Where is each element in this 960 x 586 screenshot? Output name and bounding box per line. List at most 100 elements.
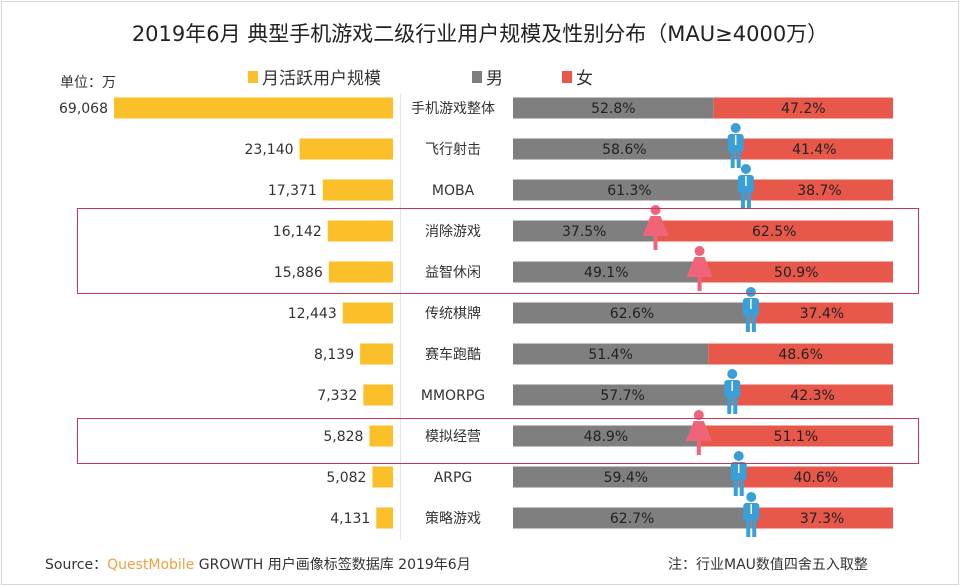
bar-female <box>735 138 893 160</box>
male-icon-head <box>727 369 738 379</box>
mau-label: 69,068 <box>59 101 108 117</box>
source-note: Source：QuestMobile GROWTH 用户画像标签数据库 2019… <box>45 554 471 574</box>
category-label: MMORPG <box>421 388 485 404</box>
legend-swatch-male <box>472 70 482 83</box>
bar-mau <box>322 179 393 201</box>
bar-mau <box>327 220 393 242</box>
male-icon-leg <box>727 398 732 414</box>
source-text: GROWTH 用户画像标签数据库 2019年6月 <box>194 557 471 573</box>
legend-label-male: 男 <box>486 69 503 89</box>
bar-mau <box>342 302 393 324</box>
mau-label: 7,332 <box>317 388 357 404</box>
bar-mau <box>360 343 393 365</box>
bar-male <box>513 466 739 488</box>
male-pct-label: 57.7% <box>600 388 644 404</box>
female-icon-leg <box>697 277 702 291</box>
bar-female <box>713 97 893 119</box>
bar-male <box>513 97 714 119</box>
bar-female <box>751 507 893 529</box>
female-pct-label: 42.3% <box>790 388 834 404</box>
category-label: 消除游戏 <box>425 224 481 240</box>
bar-male <box>513 384 733 406</box>
mau-label: 5,828 <box>323 429 363 445</box>
mau-label: 12,443 <box>288 306 337 322</box>
male-pct-label: 62.7% <box>610 511 654 527</box>
male-pct-label: 61.3% <box>607 183 651 199</box>
legend-swatch-female <box>562 70 572 83</box>
male-icon-head <box>745 287 756 297</box>
male-icon-leg <box>746 521 751 537</box>
unit-label: 单位：万 <box>60 75 116 91</box>
bar-mau <box>376 507 393 529</box>
female-pct-label: 48.6% <box>778 347 822 363</box>
mau-label: 16,142 <box>273 224 322 240</box>
bar-female <box>655 220 893 242</box>
rounding-note: 注：行业MAU数值四舍五入取整 <box>668 557 868 573</box>
male-icon-leg <box>740 193 745 209</box>
highlight-box-1 <box>77 208 919 294</box>
bar-male <box>513 220 656 242</box>
female-icon-leg <box>696 441 701 455</box>
male-pct-label: 62.6% <box>610 306 654 322</box>
female-pct-label: 38.7% <box>797 183 841 199</box>
bar-female <box>745 179 893 201</box>
mau-label: 23,140 <box>245 142 294 158</box>
female-pct-label: 37.3% <box>800 511 844 527</box>
male-pct-label: 52.8% <box>591 101 635 117</box>
male-icon-head <box>740 164 751 174</box>
male-icon-leg <box>739 480 744 496</box>
category-label: 手机游戏整体 <box>411 101 495 117</box>
female-icon-dress <box>685 421 712 441</box>
bar-male <box>513 138 736 160</box>
bar-female <box>708 343 893 365</box>
bar-male <box>513 302 751 324</box>
female-pct-label: 62.5% <box>752 224 796 240</box>
female-icon-dress <box>642 216 669 236</box>
female-pct-label: 50.9% <box>774 265 818 281</box>
female-pct-label: 51.1% <box>774 429 818 445</box>
bar-female <box>750 302 893 324</box>
male-pct-label: 58.6% <box>602 142 646 158</box>
bar-male <box>513 507 752 529</box>
bar-mau <box>299 138 393 160</box>
highlight-box-2 <box>77 418 919 464</box>
mau-label: 8,139 <box>314 347 354 363</box>
bar-male <box>513 343 709 365</box>
bar-female <box>698 425 893 447</box>
bar-female <box>699 261 893 283</box>
male-pct-label: 48.9% <box>584 429 628 445</box>
category-label: 传统棋牌 <box>425 305 481 322</box>
brand-name: QuestMobile <box>107 557 195 573</box>
mau-label: 15,886 <box>274 265 323 281</box>
mau-label: 5,082 <box>326 470 366 486</box>
bar-male <box>513 261 700 283</box>
female-icon-head <box>650 205 661 215</box>
male-icon-leg <box>733 480 738 496</box>
female-icon-dress <box>686 257 713 277</box>
male-icon-head <box>730 123 741 133</box>
bar-female <box>732 384 893 406</box>
category-label: 模拟经营 <box>425 429 481 445</box>
male-pct-label: 59.4% <box>604 470 648 486</box>
male-icon-head <box>746 492 757 502</box>
legend-label-mau: 月活跃用户规模 <box>262 69 381 89</box>
male-pct-label: 51.4% <box>588 347 632 363</box>
category-label: 飞行射击 <box>425 142 481 158</box>
female-icon-leg <box>653 236 658 250</box>
bar-mau <box>372 466 393 488</box>
female-pct-label: 47.2% <box>781 101 825 117</box>
legend-male: 男 <box>472 64 503 89</box>
male-icon-leg <box>752 521 757 537</box>
legend-female: 女 <box>562 64 593 89</box>
male-icon-leg <box>730 152 735 168</box>
male-pct-label: 49.1% <box>584 265 628 281</box>
legend-label-female: 女 <box>576 69 593 89</box>
category-label: MOBA <box>432 183 475 199</box>
bar-mau <box>114 97 393 119</box>
divider <box>400 94 401 540</box>
category-label: 赛车跑酷 <box>425 346 481 363</box>
bar-mau <box>369 425 393 447</box>
